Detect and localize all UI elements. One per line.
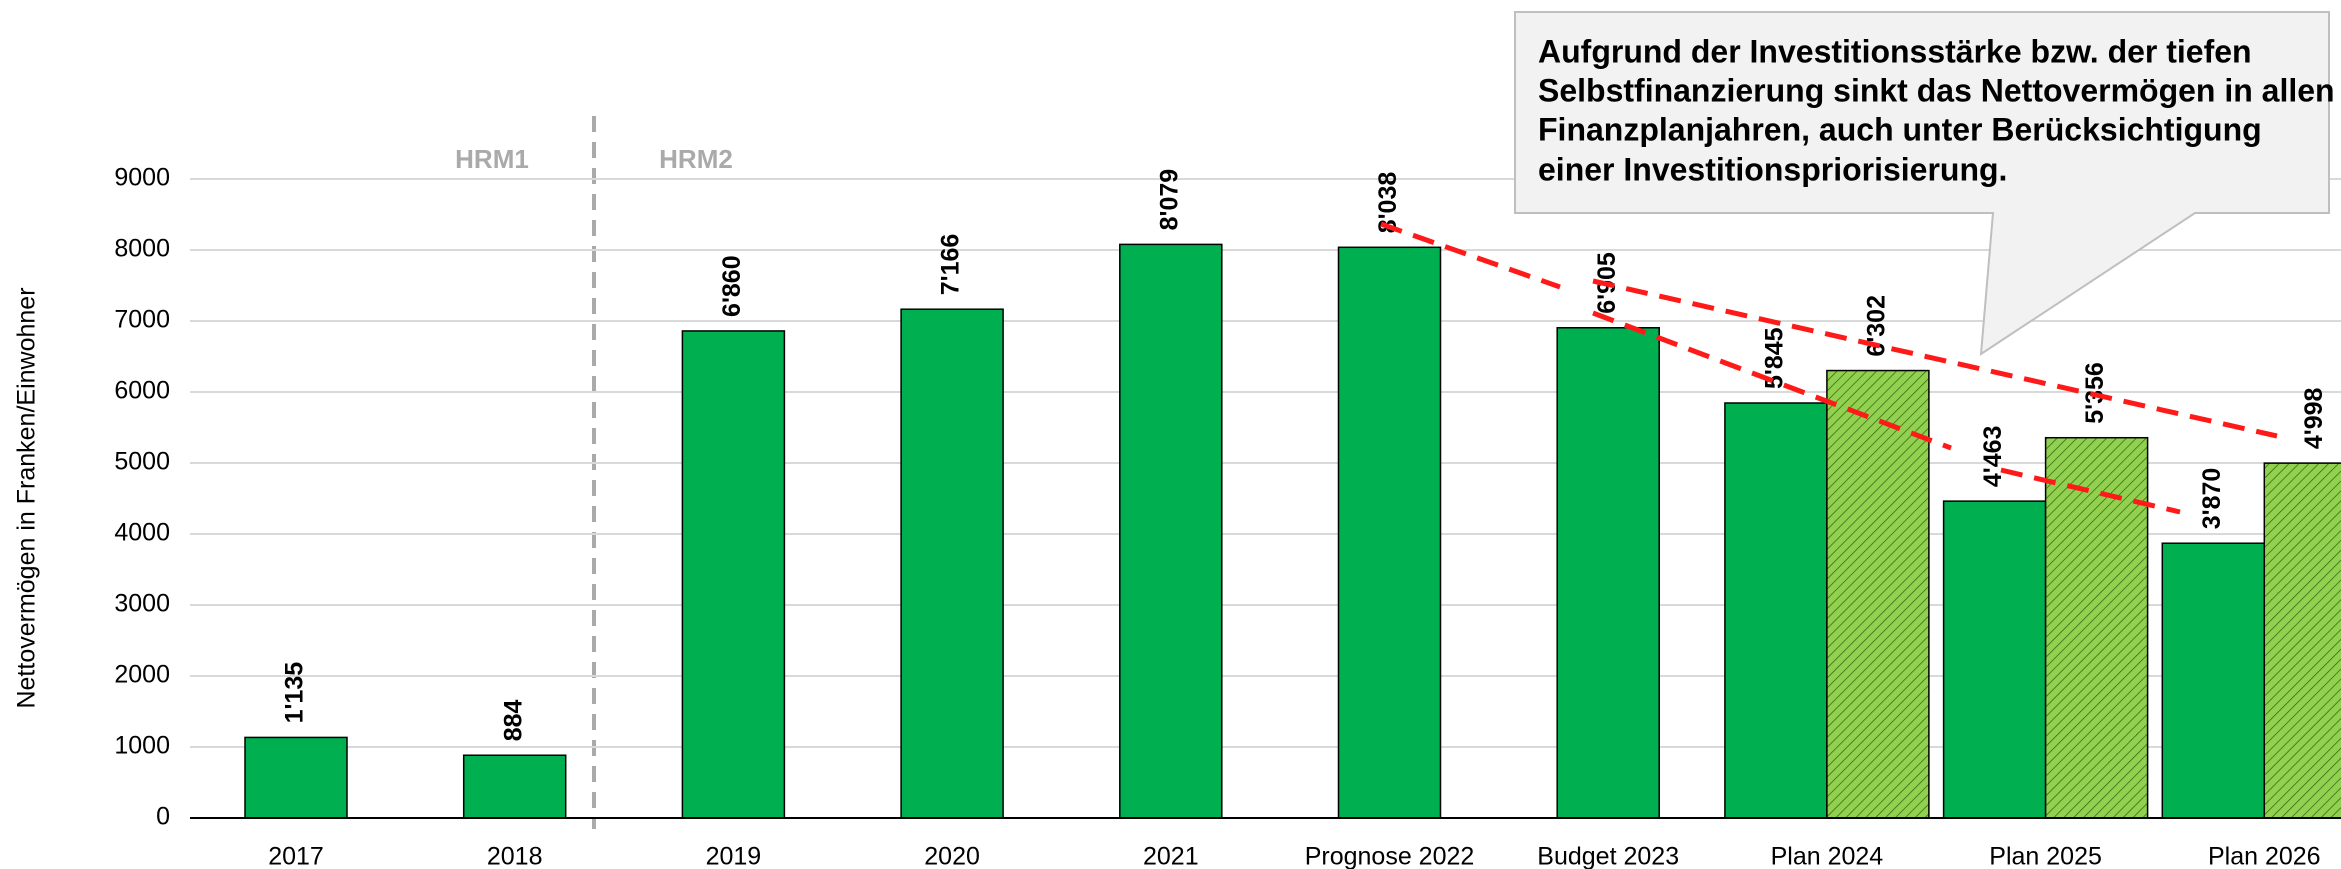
plot: 0 1000 2000 3000 4000 5000 6000 7000 8000 9000 201… (114, 164, 2341, 869)
bar (462, 754, 567, 819)
x-tick-label: Prognose 2022 (1305, 843, 1475, 869)
bar (244, 736, 348, 819)
bar (2044, 436, 2149, 819)
callout-text: Selbstfinanzierung sinkt das Nettovermög… (1538, 72, 2335, 108)
bar (1556, 326, 1660, 819)
bar (1337, 246, 1442, 819)
value-label: 3'870 (2198, 468, 2226, 530)
callout-text: einer Investitionspriorisierung. (1538, 151, 2007, 187)
y-tick-label: 6000 (114, 377, 170, 405)
x-tick-label: 2021 (1143, 843, 1199, 869)
x-tick-label: 2020 (924, 843, 980, 869)
bar (2161, 542, 2266, 819)
value-label: 7'166 (937, 234, 965, 296)
callout-text: Aufgrund der Investitionsstärke bzw. der… (1538, 33, 2252, 69)
value-label: 1'135 (281, 662, 309, 724)
bar (681, 330, 786, 819)
trend-line (1592, 278, 2278, 439)
bar (1724, 402, 1828, 819)
y-tick-label: 4000 (114, 519, 170, 547)
value-label: 6'860 (718, 255, 746, 317)
trend-line (1592, 310, 1952, 451)
bar (2263, 462, 2341, 819)
y-tick-label: 1000 (114, 732, 170, 760)
value-label: 8'079 (1155, 169, 1183, 231)
bar (1942, 500, 2047, 819)
trend-lines (1380, 221, 2278, 515)
callout-box (1514, 11, 2330, 356)
callout-text: Finanzplanjahren, auch unter Berücksicht… (1538, 111, 2262, 147)
value-label: 4'463 (1979, 426, 2007, 488)
annotation: HRM2 (659, 144, 733, 174)
y-tick-label: 9000 (114, 164, 170, 192)
value-label: 884 (499, 699, 527, 741)
x-tick-label: Plan 2024 (1771, 843, 1884, 869)
value-label: 8'038 (1374, 172, 1402, 234)
bar (1119, 243, 1223, 819)
x-tick-label: Budget 2023 (1537, 843, 1679, 869)
y-tick-label: 3000 (114, 590, 170, 618)
x-tick-label: Plan 2026 (2208, 843, 2321, 869)
y-tick-label: 2000 (114, 661, 170, 689)
bar (900, 308, 1004, 819)
y-tick-label: 8000 (114, 235, 170, 263)
y-tick-label: 7000 (114, 306, 170, 334)
x-tick-label: 2019 (706, 843, 762, 869)
bar (1826, 369, 1930, 819)
y-axis-label: Nettovermögen in Franken/Einwohner (13, 287, 41, 708)
x-tick-label: 2017 (268, 843, 324, 869)
trend-line (2000, 467, 2181, 515)
value-label: 4'998 (2300, 387, 2328, 449)
x-tick-label: 2018 (487, 843, 543, 869)
y-tick-label: 0 (156, 803, 170, 831)
x-tick-label: Plan 2025 (1989, 843, 2102, 869)
annotation: HRM1 (455, 144, 529, 174)
y-tick-label: 5000 (114, 448, 170, 476)
